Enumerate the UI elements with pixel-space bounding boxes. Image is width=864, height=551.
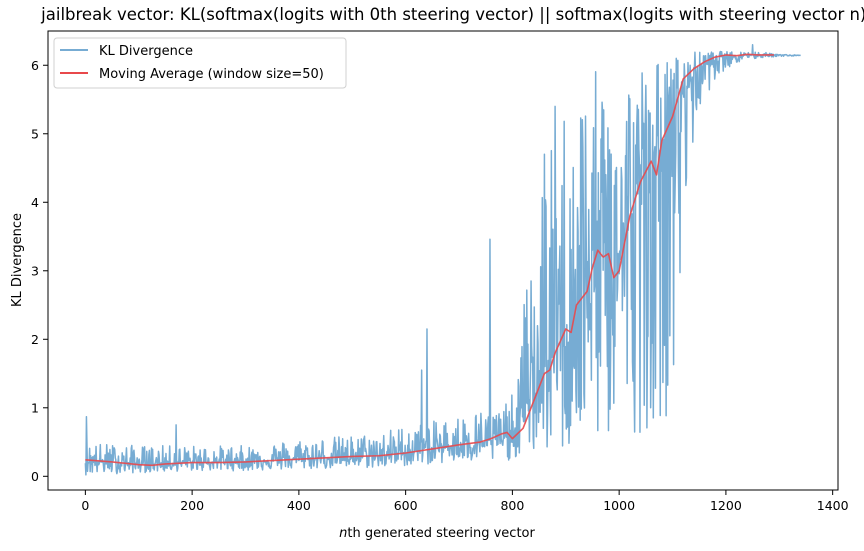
legend: KL Divergence Moving Average (window siz…: [53, 37, 347, 89]
plot-area: [84, 43, 801, 476]
x-tick-label: 1400: [817, 498, 849, 513]
x-tick-label: 200: [180, 498, 204, 513]
x-tick-label: 600: [394, 498, 418, 513]
y-axis-label: KL Divergence: [10, 213, 25, 307]
y-tick-label: 0: [31, 469, 39, 484]
y-tick-label: 2: [31, 332, 39, 347]
y-axis: 0 1 2 3 4 5 6: [31, 58, 48, 484]
series-line-moving-average: [85, 53, 774, 467]
x-tick-label: 0: [81, 498, 89, 513]
y-tick-label: 1: [31, 400, 39, 415]
legend-label-kl: KL Divergence: [99, 44, 193, 59]
x-tick-label: 400: [287, 498, 311, 513]
x-axis-label: nth generated steering vector: [339, 526, 535, 541]
legend-label-moving-average: Moving Average (window size=50): [99, 67, 324, 82]
series-line-kl-divergence: [84, 43, 801, 476]
plot-frame: [47, 30, 839, 491]
y-tick-label: 4: [31, 195, 39, 210]
legend-box: [53, 37, 347, 89]
x-axis: 0 200 400 600 800 1000 1200 1400: [81, 490, 849, 513]
y-tick-label: 3: [31, 263, 39, 278]
y-tick-label: 6: [31, 58, 39, 73]
chart-title: jailbreak vector: KL(softmax(logits with…: [40, 5, 864, 24]
x-tick-label: 1000: [603, 498, 635, 513]
x-tick-label: 1200: [710, 498, 742, 513]
x-tick-label: 800: [500, 498, 524, 513]
y-tick-label: 5: [31, 126, 39, 141]
